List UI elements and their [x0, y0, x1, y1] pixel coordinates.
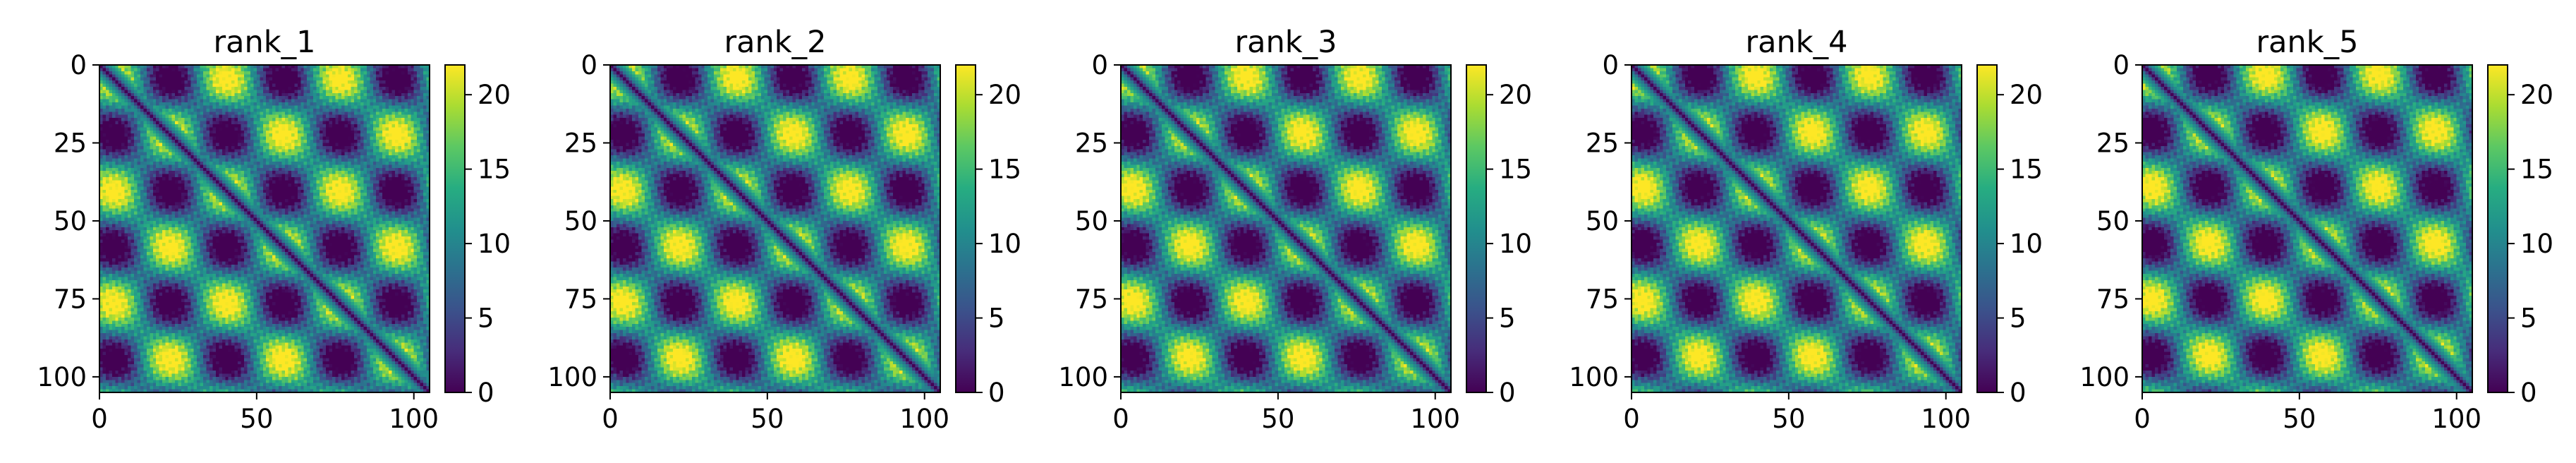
- y-tick-label: 75: [54, 284, 87, 314]
- x-tick-label: 100: [1921, 404, 1971, 434]
- colorbar-tick-label: 15: [1499, 155, 1532, 185]
- colorbar-tick-label: 0: [2520, 378, 2537, 408]
- y-tick-label: 0: [1091, 50, 1108, 80]
- x-tick-label: 50: [240, 404, 273, 434]
- heatmap-cells: [99, 65, 430, 392]
- x-tick-label: 50: [751, 404, 784, 434]
- y-tick-label: 75: [1586, 284, 1619, 314]
- colorbar-tick-label: 0: [2010, 378, 2027, 408]
- colorbar: [444, 64, 466, 393]
- y-tick-label: 50: [1586, 206, 1619, 236]
- colorbar: [1976, 64, 1998, 393]
- panel-title: rank_1: [213, 25, 315, 60]
- colorbar: [1466, 64, 1487, 393]
- colorbar-tick-label: 5: [2520, 303, 2537, 334]
- x-tick-label: 0: [1112, 404, 1129, 434]
- colorbar-tick-label: 20: [988, 80, 1021, 110]
- axes-frame: [1631, 64, 1962, 393]
- axes-frame: [2141, 64, 2473, 393]
- axes-frame: [99, 64, 430, 393]
- x-tick-label: 50: [1772, 404, 1805, 434]
- colorbar-tick-label: 15: [478, 155, 511, 185]
- y-tick-label: 50: [2096, 206, 2130, 236]
- y-tick-label: 100: [547, 362, 597, 392]
- x-tick-label: 0: [1623, 404, 1640, 434]
- colorbar-tick-label: 5: [1499, 303, 1516, 334]
- colorbar-tick-label: 20: [1499, 80, 1532, 110]
- y-tick-label: 0: [1602, 50, 1619, 80]
- heatmap-cells: [2142, 65, 2472, 392]
- y-tick-label: 50: [564, 206, 597, 236]
- x-tick-label: 100: [389, 404, 439, 434]
- y-tick-label: 50: [1075, 206, 1108, 236]
- panel-title: rank_3: [1234, 25, 1337, 60]
- x-tick-label: 0: [602, 404, 619, 434]
- panel-title: rank_4: [1745, 25, 1847, 60]
- colorbar-tick-label: 10: [478, 229, 511, 259]
- y-tick-label: 25: [54, 128, 87, 158]
- colorbar-tick-label: 0: [478, 378, 494, 408]
- x-tick-label: 0: [91, 404, 108, 434]
- x-tick-label: 100: [899, 404, 949, 434]
- colorbar-tick-label: 20: [2520, 80, 2553, 110]
- heatmap-cells: [610, 65, 940, 392]
- y-tick-label: 100: [1569, 362, 1619, 392]
- y-tick-label: 100: [2079, 362, 2130, 392]
- y-tick-label: 75: [564, 284, 597, 314]
- x-tick-label: 50: [2283, 404, 2316, 434]
- x-tick-label: 100: [2431, 404, 2481, 434]
- panel-title: rank_2: [724, 25, 826, 60]
- colorbar-tick-label: 5: [988, 303, 1005, 334]
- colorbar: [2487, 64, 2508, 393]
- y-tick-label: 75: [1075, 284, 1108, 314]
- colorbar-tick-label: 20: [478, 80, 511, 110]
- colorbar: [955, 64, 976, 393]
- colorbar-tick-label: 10: [2520, 229, 2553, 259]
- y-tick-label: 25: [2096, 128, 2130, 158]
- heatmap-cells: [1632, 65, 1962, 392]
- y-tick-label: 0: [70, 50, 87, 80]
- y-tick-label: 75: [2096, 284, 2130, 314]
- colorbar-tick-label: 15: [988, 155, 1021, 185]
- colorbar-tick-label: 10: [1499, 229, 1532, 259]
- panel-title: rank_5: [2256, 25, 2358, 60]
- y-tick-label: 0: [581, 50, 597, 80]
- colorbar-tick-label: 10: [988, 229, 1021, 259]
- x-tick-label: 0: [2134, 404, 2151, 434]
- colorbar-tick-label: 15: [2520, 155, 2553, 185]
- y-tick-label: 100: [1058, 362, 1108, 392]
- y-tick-label: 25: [564, 128, 597, 158]
- colorbar-tick-label: 0: [1499, 378, 1516, 408]
- x-tick-label: 50: [1261, 404, 1294, 434]
- y-tick-label: 25: [1586, 128, 1619, 158]
- colorbar-tick-label: 5: [478, 303, 494, 334]
- colorbar-tick-label: 5: [2010, 303, 2027, 334]
- axes-frame: [609, 64, 941, 393]
- x-tick-label: 100: [1410, 404, 1460, 434]
- colorbar-tick-label: 20: [2010, 80, 2043, 110]
- y-tick-label: 0: [2113, 50, 2130, 80]
- heatmap-cells: [1121, 65, 1451, 392]
- axes-frame: [1120, 64, 1452, 393]
- colorbar-tick-label: 15: [2010, 155, 2043, 185]
- y-tick-label: 25: [1075, 128, 1108, 158]
- y-tick-label: 100: [37, 362, 87, 392]
- y-tick-label: 50: [54, 206, 87, 236]
- colorbar-tick-label: 10: [2010, 229, 2043, 259]
- colorbar-tick-label: 0: [988, 378, 1005, 408]
